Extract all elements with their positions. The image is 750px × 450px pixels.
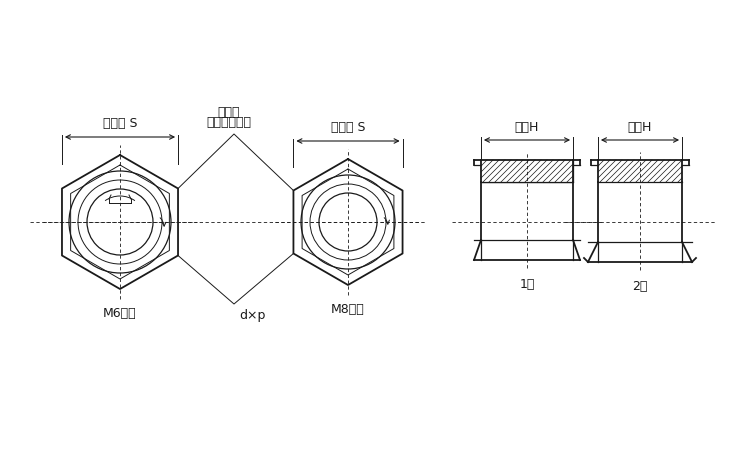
Bar	[481, 160, 573, 182]
Text: 2種: 2種	[632, 280, 648, 293]
Text: リング: リング	[217, 106, 240, 119]
Text: 全高H: 全高H	[514, 121, 539, 134]
Text: M8以上: M8以上	[332, 303, 364, 316]
Text: d×p: d×p	[239, 309, 266, 322]
Text: 二面幅 S: 二面幅 S	[331, 121, 365, 134]
Text: M6以下: M6以下	[104, 307, 136, 320]
Bar	[481, 160, 573, 182]
Text: 全高H: 全高H	[628, 121, 652, 134]
Text: 1種: 1種	[519, 278, 535, 291]
Text: フリクション: フリクション	[206, 116, 251, 129]
Text: 二面幅 S: 二面幅 S	[103, 117, 137, 130]
